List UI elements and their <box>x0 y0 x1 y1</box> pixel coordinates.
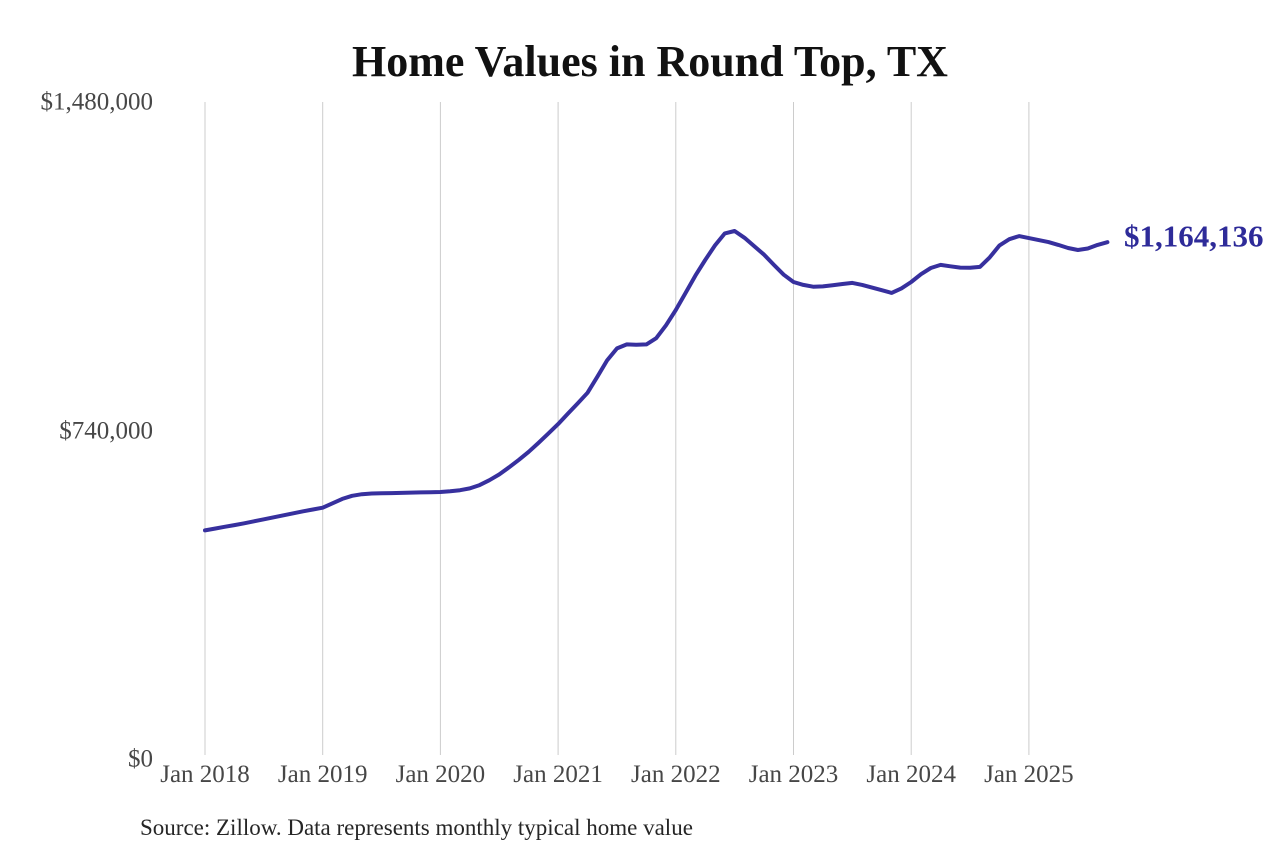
x-tick-label: Jan 2019 <box>277 761 368 788</box>
latest-value-label: $1,164,136 <box>1124 218 1264 254</box>
home-value-line <box>203 229 1110 533</box>
x-tick-label: Jan 2023 <box>748 761 839 788</box>
x-tick-label: Jan 2024 <box>866 761 956 788</box>
x-tick-label: Jan 2020 <box>395 761 486 788</box>
x-tick-label: Jan 2018 <box>160 761 250 788</box>
y-tick-label: $0 <box>128 745 153 773</box>
x-tick-label: Jan 2021 <box>513 761 603 788</box>
source-note: Source: Zillow. Data represents monthly … <box>140 815 693 840</box>
x-tick-label: Jan 2022 <box>631 761 721 788</box>
y-tick-label: $740,000 <box>59 417 153 444</box>
gridlines <box>204 102 1030 755</box>
chart-title: Home Values in Round Top, TX <box>352 37 948 86</box>
y-tick-label: $1,480,000 <box>40 88 154 116</box>
x-tick-label: Jan 2025 <box>984 761 1074 788</box>
